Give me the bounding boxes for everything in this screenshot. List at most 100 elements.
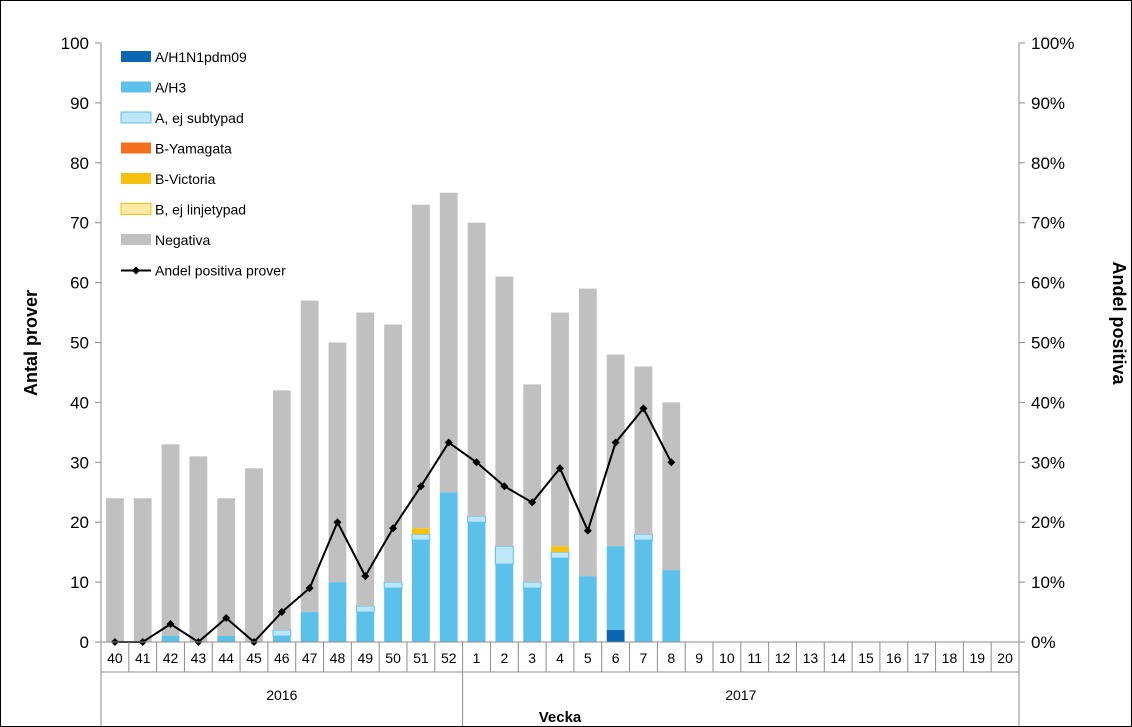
line-point [444, 438, 453, 447]
line-point [277, 608, 286, 617]
bar-negativa [412, 204, 430, 529]
y-tick-label: 0 [80, 633, 89, 652]
bar-negativa [523, 384, 542, 583]
bar-a-h3 [523, 588, 542, 642]
y-tick-label: 80 [70, 154, 89, 173]
y-tick-label: 10 [70, 573, 89, 592]
bar-negativa [272, 390, 291, 631]
legend-label: B-Victoria [155, 171, 216, 187]
bar-negativa [467, 222, 486, 517]
legend-label: Negativa [155, 232, 210, 248]
bar-a-ej-subtypad [467, 515, 486, 523]
legend-label: A/H1N1pdm09 [155, 49, 247, 65]
legend-swatch [120, 203, 152, 215]
bar-b-victoria [412, 528, 430, 535]
y2-tick-label: 80% [1031, 154, 1065, 173]
x-tick-label: 49 [357, 650, 373, 666]
bar-a-h3 [662, 570, 681, 642]
x-tick-label: 9 [695, 650, 703, 666]
bar-negativa [495, 276, 514, 547]
line-point [611, 438, 620, 447]
legend-label: B-Yamagata [155, 141, 232, 157]
legend-label: A/H3 [155, 80, 186, 96]
y-axis-title: Antal prover [21, 290, 41, 396]
bar-negativa [551, 312, 569, 547]
y-tick-label: 20 [70, 513, 89, 532]
legend-label: Andel positiva prover [155, 263, 286, 279]
y2-tick-label: 40% [1031, 393, 1065, 412]
bar-a-ej-subtypad [411, 533, 431, 541]
line-point [667, 458, 676, 467]
x-tick-label: 3 [528, 650, 536, 666]
x-tick-label: 50 [385, 650, 401, 666]
legend-swatch [121, 142, 151, 154]
bar-a-h3 [412, 540, 430, 642]
x-tick-label: 42 [163, 650, 179, 666]
bar-a-h3 [467, 522, 486, 642]
bar-negativa [217, 498, 236, 637]
y2-tick-label: 100% [1031, 34, 1074, 53]
x-tick-label: 1 [473, 650, 481, 666]
x-tick-label: 52 [441, 650, 457, 666]
x-tick-label: 46 [274, 650, 290, 666]
y-tick-label: 90 [70, 94, 89, 113]
x-tick-label: 5 [584, 650, 592, 666]
bar-negativa [300, 300, 319, 613]
x-tick-label: 7 [640, 650, 648, 666]
x-tick-label: 11 [747, 650, 762, 666]
year-label: 2017 [725, 687, 756, 703]
bar-a-h3 [272, 636, 291, 642]
y2-tick-label: 50% [1031, 334, 1065, 353]
x-tick-label: 4 [556, 650, 564, 666]
bar-negativa [662, 402, 681, 571]
bar-a-h3 [606, 546, 625, 631]
bar-negativa [133, 498, 152, 642]
bar-negativa [245, 468, 263, 642]
legend-swatch [121, 81, 151, 93]
y-tick-label: 70 [70, 214, 89, 233]
legend-swatch [121, 234, 151, 245]
bar-a-ej-subtypad [522, 581, 542, 589]
bar-negativa [578, 288, 597, 577]
line-point [639, 404, 648, 413]
x-tick-label: 12 [775, 650, 791, 666]
y2-tick-label: 20% [1031, 513, 1065, 532]
line-series [110, 404, 676, 646]
axes: 0 10 20 30 40 50 60 70 80 90 100 0% 10% 20% 30% 40% 50% 6… [61, 34, 1074, 726]
bar-a-ej-subtypad [272, 629, 292, 637]
x-tick-label: 18 [942, 650, 958, 666]
x-tick-label: 44 [218, 650, 234, 666]
x-tick-label: 48 [330, 650, 346, 666]
bar-negativa [356, 312, 375, 607]
bar-a-h3 [634, 540, 653, 642]
line-point [361, 572, 370, 581]
x-tick-label: 16 [886, 650, 902, 666]
x-tick-label: 43 [191, 650, 207, 666]
x-tick-label: 45 [246, 650, 262, 666]
bar-negativa [106, 498, 124, 642]
x-tick-label: 8 [667, 650, 675, 666]
bar-negativa [634, 366, 653, 535]
y-tick-label: 30 [70, 453, 89, 472]
x-tick-label: 10 [719, 650, 735, 666]
y2-tick-label: 10% [1031, 573, 1065, 592]
legend-swatch [121, 51, 151, 62]
bar-series [106, 192, 681, 642]
bar-negativa [384, 324, 402, 583]
legend-swatch [121, 173, 151, 184]
y-tick-label: 60 [70, 274, 89, 293]
legend-marker [132, 266, 140, 275]
bar-a-h3 [356, 612, 375, 642]
line-point [472, 458, 481, 467]
bar-a-h3 [328, 582, 347, 642]
bar-a-ej-subtypad [634, 533, 653, 541]
x-tick-label: 20 [997, 650, 1013, 666]
bar-negativa [606, 354, 625, 547]
legend-label: B, ej linjetypad [155, 202, 246, 218]
bar-a-h3 [439, 492, 458, 642]
y-tick-label: 50 [70, 334, 89, 353]
legend-label: A, ej subtypad [155, 110, 244, 126]
bar-a-h1n1pdm09 [606, 630, 625, 642]
